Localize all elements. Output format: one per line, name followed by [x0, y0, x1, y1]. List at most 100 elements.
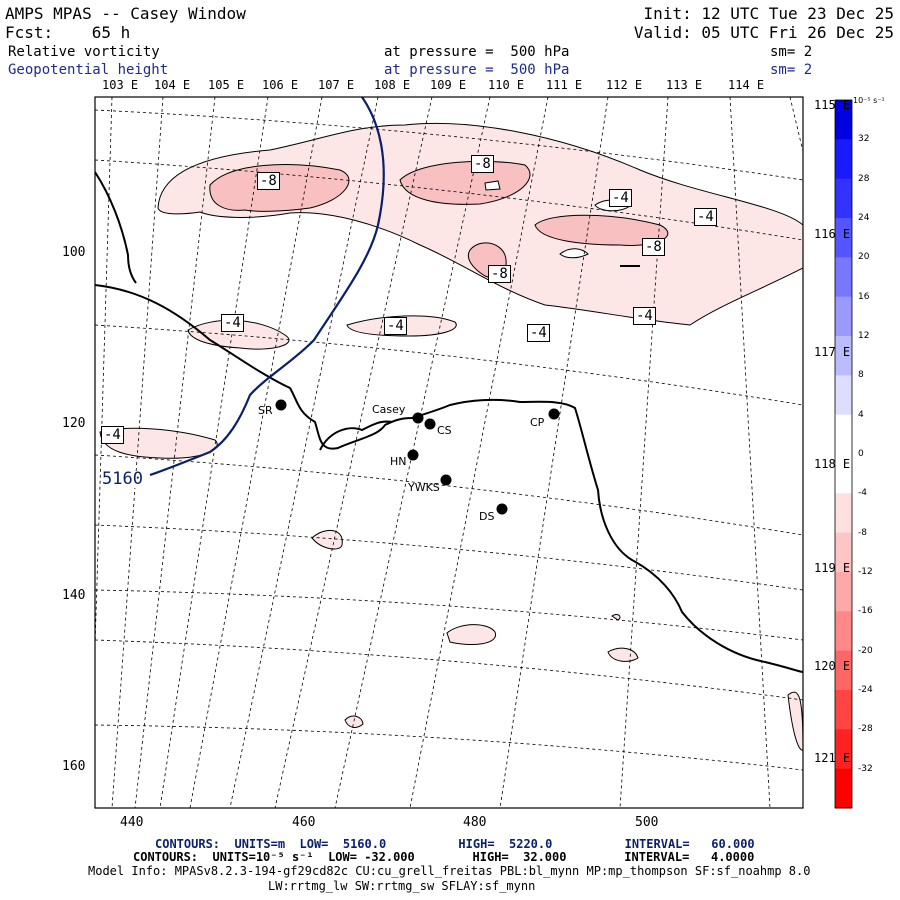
x-axis-tick-label: 480: [463, 815, 487, 830]
station-dot-cs: [424, 418, 436, 430]
colorbar-units: 10⁻⁵ s⁻¹: [853, 96, 885, 105]
footer-model-info: Model Info: MPASv8.2.3-194-gf29cd82c CU:…: [88, 864, 811, 878]
meridian-line: [95, 97, 113, 660]
vorticity-label: -4: [101, 426, 124, 444]
x-axis-tick-label: 460: [292, 815, 316, 830]
longitude-label: 111 E: [546, 78, 583, 92]
longitude-label-right: 118 E: [814, 457, 851, 471]
colorbar-level-label: -4: [858, 488, 867, 499]
vorticity-label: -4: [694, 208, 717, 226]
geopotential-height-contour: [149, 97, 385, 477]
map-frame: [94, 96, 804, 809]
longitude-label: 109 E: [430, 78, 467, 92]
colorbar-level-label: 24: [858, 213, 870, 223]
y-axis-tick-label: 120: [62, 416, 86, 431]
colorbar-swatch: [835, 650, 852, 691]
longitude-label: 108 E: [374, 78, 411, 92]
station-label-hn: HN: [390, 455, 407, 468]
colorbar-level-label: -12: [858, 567, 873, 577]
meridian-line: [409, 97, 549, 808]
station-dot-ywks: [440, 474, 452, 486]
station-label-cp: CP: [530, 416, 545, 429]
colorbar-swatch: [835, 375, 852, 416]
vorticity-label: -8: [471, 155, 494, 173]
parallel-line: [95, 159, 803, 241]
vorticity-label: -8: [257, 172, 280, 190]
longitude-label-right: 117 E: [814, 345, 851, 359]
parallel-line: [95, 589, 803, 641]
station-dot-hn: [407, 449, 419, 461]
meridian-line: [134, 97, 216, 808]
colorbar-swatch: [835, 336, 852, 376]
vorticity-label: -4: [221, 314, 244, 332]
colorbar-swatch: [835, 454, 852, 494]
ice-front: [319, 420, 393, 451]
colorbar-swatch: [835, 139, 852, 180]
meridian-line: [729, 97, 771, 808]
longitude-label-right: 116 E: [814, 227, 851, 241]
vorticity-label: -4: [633, 307, 656, 325]
y-axis-tick-label: 160: [62, 759, 86, 774]
longitude-label-right: 119 E: [814, 561, 851, 575]
longitude-label: 104 E: [154, 78, 191, 92]
colorbar-level-label: 28: [858, 173, 870, 184]
forecast-hour: Fcst: 65 h: [5, 23, 131, 42]
parallel-line: [95, 724, 803, 771]
vorticity-label: -8: [642, 238, 665, 256]
x-axis-tick-label: 500: [635, 815, 659, 830]
longitude-label-right: 115 E: [814, 98, 851, 112]
station-dot-sr: [275, 399, 287, 411]
field2-level: at pressure = 500 hPa: [384, 62, 570, 78]
station-label-ds: DS: [479, 510, 495, 523]
colorbar-level-label: 20: [858, 252, 870, 263]
longitude-label: 112 E: [606, 78, 643, 92]
y-axis-tick-label: 140: [62, 588, 86, 603]
station-dot-cp: [548, 408, 560, 420]
lat-lon-grid: [95, 97, 803, 808]
colorbar-swatch: [835, 768, 852, 809]
colorbar-level-label: -20: [858, 645, 873, 656]
meridian-line: [111, 97, 164, 808]
meridian-line: [274, 97, 433, 808]
parallel-line: [95, 109, 803, 181]
colorbar-swatch: [835, 611, 852, 652]
colorbar-level-label: 4: [858, 409, 864, 420]
footer-height-contours: CONTOURS: UNITS=m LOW= 5160.0 HIGH= 5220…: [155, 837, 755, 851]
plot-title: AMPS MPAS -- Casey Window: [5, 4, 246, 23]
colorbar-level-label: 12: [858, 331, 870, 341]
colorbar-swatch: [835, 100, 852, 140]
parallel-line: [95, 639, 803, 701]
colorbar: [834, 99, 853, 809]
colorbar-swatch: [835, 414, 852, 455]
colorbar-level-label: 0: [858, 449, 864, 459]
station-label-sr: SR: [258, 404, 273, 417]
vorticity-label: -4: [384, 317, 407, 335]
longitude-label: 110 E: [488, 78, 525, 92]
colorbar-level-label: -28: [858, 724, 873, 735]
longitude-label: 114 E: [728, 78, 765, 92]
longitude-label: 103 E: [102, 78, 139, 92]
vorticity-label: -4: [527, 324, 550, 342]
colorbar-swatch: [835, 218, 852, 258]
longitude-label: 113 E: [666, 78, 703, 92]
field2-name: Geopotential height: [8, 62, 169, 78]
colorbar-level-label: -8: [858, 527, 867, 538]
field2-smooth: sm= 2: [770, 62, 813, 78]
parallel-line: [95, 324, 803, 406]
field1-smooth: sm= 2: [770, 44, 813, 60]
valid-time: Valid: 05 UTC Fri 26 Dec 25: [633, 23, 894, 42]
longitude-label-right: 120 E: [814, 659, 851, 673]
meridian-line: [334, 97, 491, 808]
y-axis-tick-label: 100: [62, 245, 86, 260]
meridian-line: [189, 97, 323, 808]
coastline-west: [95, 171, 137, 284]
field1-name: Relative vorticity: [8, 44, 160, 60]
vorticity-label: -4: [609, 189, 632, 207]
colorbar-level-label: 16: [858, 291, 870, 302]
longitude-label: 106 E: [262, 78, 299, 92]
colorbar-level-label: 32: [858, 134, 870, 145]
station-label-ywks: YWKS: [408, 481, 440, 494]
init-time: Init: 12 UTC Tue 23 Dec 25: [643, 4, 894, 23]
colorbar-swatch: [835, 493, 852, 534]
